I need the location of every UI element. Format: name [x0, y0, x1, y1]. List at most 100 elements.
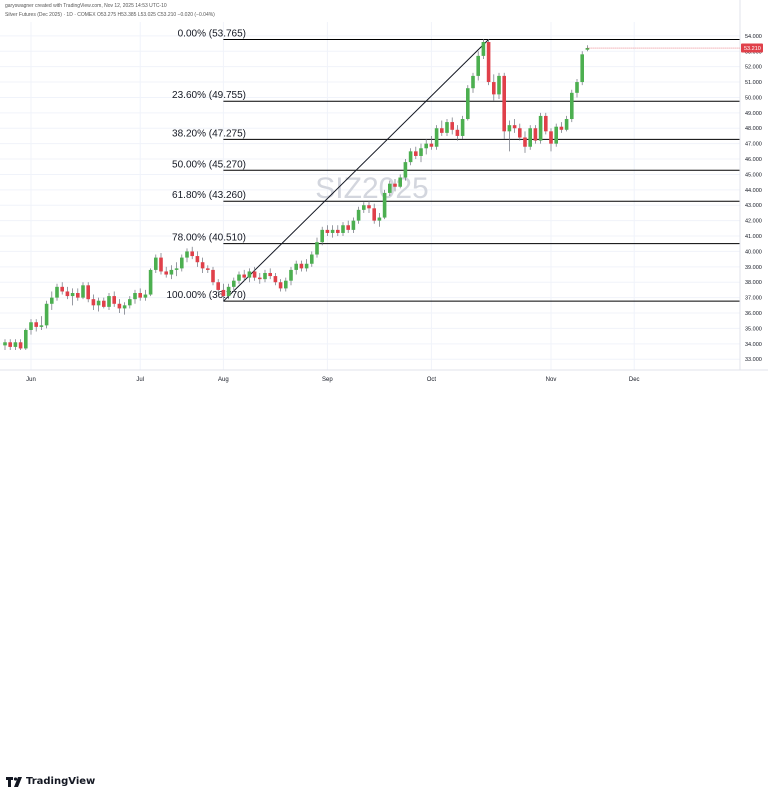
candle-body-70 [367, 205, 371, 209]
candle-body-38 [200, 262, 205, 269]
candle-body-53 [278, 282, 283, 289]
candle-47 [247, 268, 252, 283]
candle-46 [242, 269, 246, 281]
candle-body-68 [356, 209, 361, 221]
candle-body-48 [252, 271, 257, 278]
price-chart[interactable]: SIZ2025 0.00% (53.765) 23.60% (49.755) 38.2… [0, 0, 768, 386]
y-tick-label-9: 42.000 [745, 219, 762, 225]
candle-body-12 [65, 291, 70, 297]
candle-69 [362, 202, 366, 213]
candle-body-99 [518, 128, 522, 138]
candle-42 [221, 283, 226, 301]
candle-30 [159, 252, 163, 275]
y-tick-label-4: 37.000 [745, 296, 762, 302]
x-tick-label-6: Dec [629, 377, 640, 383]
candle-body-58 [304, 263, 309, 269]
candle-body-31 [164, 271, 168, 275]
candle-33 [174, 262, 179, 277]
candle-92 [481, 38, 486, 59]
candle-body-85 [445, 122, 449, 133]
candle-70 [367, 200, 371, 213]
candle-36 [190, 246, 194, 260]
candle-body-51 [268, 272, 272, 277]
candle-24 [128, 296, 132, 309]
candle-body-36 [190, 251, 194, 257]
candle-body-52 [273, 276, 278, 283]
candle-109 [570, 89, 574, 123]
candle-body-109 [570, 92, 574, 120]
candle-body-101 [528, 128, 532, 147]
candle-body-2 [13, 342, 18, 347]
candle-body-29 [154, 257, 158, 270]
candle-91 [476, 51, 480, 81]
candle-81 [424, 139, 428, 155]
candle-body-54 [284, 280, 288, 289]
candle-80 [419, 143, 423, 163]
candle-57 [299, 260, 304, 272]
candle-body-46 [242, 274, 246, 278]
candle-54 [284, 277, 288, 292]
candle-body-76 [398, 177, 402, 187]
candle-58 [304, 259, 309, 272]
x-tick-label-2: Aug [218, 377, 229, 383]
candle-body-43 [226, 286, 231, 297]
y-tick-label-8: 41.000 [745, 234, 762, 240]
y-tick-label-18: 51.000 [745, 80, 762, 86]
candle-5 [29, 319, 33, 335]
candle-body-79 [414, 151, 418, 156]
candle-body-6 [34, 322, 38, 327]
candle-body-20 [107, 296, 111, 307]
candle-body-27 [143, 294, 148, 298]
y-tick-label-12: 45.000 [745, 172, 762, 178]
last-price-badge [741, 43, 763, 53]
candle-body-74 [388, 183, 392, 193]
fib-label-1: 23.60% (49.755) [172, 90, 246, 101]
tradingview-brand: TradingView [26, 776, 96, 787]
candle-body-49 [258, 277, 262, 280]
candle-body-93 [486, 42, 491, 83]
tradingview-logo[interactable]: TradingView [6, 776, 95, 787]
candle-body-32 [169, 269, 174, 275]
candle-body-112 [585, 48, 590, 50]
candle-48 [252, 266, 257, 281]
candle-44 [232, 277, 236, 292]
candle-106 [554, 123, 558, 147]
candle-body-78 [408, 151, 413, 163]
y-tick-label-16: 49.000 [745, 111, 762, 117]
tradingview-logo-icon [6, 776, 22, 787]
chart-header: garyswagner created with TradingView.com… [0, 0, 768, 22]
fib-label-0: 0.00% (53.765) [178, 28, 246, 39]
candle-108 [564, 115, 569, 132]
candle-body-59 [310, 254, 314, 264]
candle-body-56 [294, 263, 298, 270]
candle-18 [96, 297, 101, 312]
candle-body-19 [102, 300, 106, 307]
fib-label-3: 50.00% (45.270) [172, 159, 246, 170]
candle-29 [154, 254, 158, 273]
candle-90 [471, 72, 475, 93]
candle-body-106 [554, 126, 558, 144]
y-tick-label-0: 33.000 [745, 357, 762, 363]
candle-73 [382, 189, 387, 220]
candle-1 [8, 339, 12, 350]
candle-28 [148, 268, 153, 297]
fib-label-5: 78.00% (40.510) [172, 233, 246, 244]
candle-64 [336, 225, 340, 237]
candle-27 [143, 289, 148, 301]
candle-body-71 [372, 208, 376, 221]
candle-107 [559, 122, 564, 133]
candle-body-35 [185, 251, 189, 258]
candle-17 [91, 294, 96, 310]
candle-110 [575, 78, 579, 98]
candle-94 [492, 74, 496, 101]
fib-label-2: 38.20% (47.275) [172, 128, 246, 139]
candle-body-92 [481, 42, 486, 56]
candle-body-22 [117, 303, 122, 309]
symbol-info-line: Silver Futures (Dec 2025) · 1D · COMEX O… [5, 12, 215, 18]
candle-body-75 [393, 183, 397, 187]
candle-body-88 [460, 119, 465, 136]
x-tick-label-3: Sep [322, 377, 333, 383]
candle-body-97 [507, 125, 512, 132]
candle-6 [34, 319, 38, 332]
candle-34 [180, 254, 184, 272]
